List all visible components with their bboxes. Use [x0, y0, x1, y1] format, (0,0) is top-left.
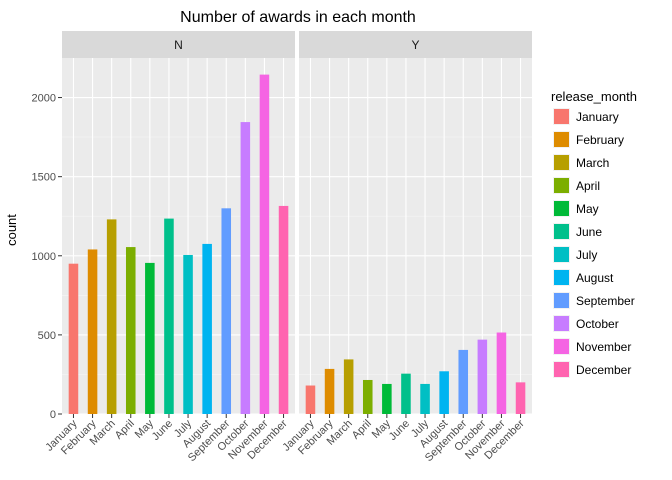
facet-strip-label: Y — [411, 38, 419, 52]
legend-swatch-september — [554, 293, 569, 308]
y-axis-title: count — [4, 214, 19, 246]
y-tick-label: 2000 — [32, 93, 56, 105]
bar-Y-january — [305, 385, 316, 414]
bar-Y-december — [515, 382, 526, 414]
facet-strip-label: N — [174, 38, 183, 52]
bar-Y-august — [439, 371, 449, 414]
bar-Y-july — [420, 383, 430, 414]
bar-N-january — [68, 263, 79, 414]
legend-swatch-june — [554, 224, 569, 239]
legend-label-february: February — [576, 133, 624, 147]
bar-N-february — [87, 249, 98, 414]
legend-label-october: October — [576, 317, 619, 331]
legend-label-july: July — [576, 248, 597, 262]
legend-title: release_month — [551, 89, 637, 104]
legend-label-june: June — [576, 225, 602, 239]
legend-swatch-december — [554, 362, 569, 377]
legend-swatch-march — [554, 155, 569, 170]
bar-Y-april — [362, 379, 373, 414]
chart-title: Number of awards in each month — [180, 9, 416, 26]
legend-label-may: May — [576, 202, 599, 216]
facet-strip — [62, 31, 295, 58]
bar-Y-october — [477, 339, 488, 414]
x-tick-label: June — [387, 418, 412, 443]
legend-swatch-november — [554, 339, 569, 354]
legend-swatch-july — [554, 247, 569, 262]
legend-swatch-october — [554, 316, 569, 331]
legend-swatch-january — [554, 109, 569, 124]
facet-strip — [299, 31, 532, 58]
bar-Y-september — [458, 349, 469, 414]
bar-N-november — [259, 74, 270, 414]
bar-N-march — [106, 219, 117, 414]
bar-N-june — [164, 218, 174, 414]
x-tick-label: April — [113, 418, 137, 442]
legend-label-september: September — [576, 294, 635, 308]
panels: NJanuaryFebruaryMarchAprilMayJuneJulyAug… — [43, 31, 532, 464]
panel-background — [299, 58, 532, 414]
y-tick-label: 1500 — [32, 172, 56, 184]
bar-N-october — [240, 122, 251, 414]
legend-swatch-august — [554, 270, 569, 285]
bar-N-july — [183, 254, 193, 414]
bar-N-december — [278, 205, 289, 414]
legend: release_month January February March April M… — [551, 89, 637, 378]
bar-Y-november — [496, 332, 507, 414]
bar-Y-june — [401, 373, 411, 414]
legend-label-november: November — [576, 340, 631, 354]
bar-Y-march — [343, 359, 354, 414]
panel-background — [62, 58, 295, 414]
bar-N-august — [202, 243, 212, 414]
legend-swatch-may — [554, 201, 569, 216]
legend-label-april: April — [576, 179, 600, 193]
legend-label-december: December — [576, 363, 631, 377]
bar-N-may — [145, 262, 155, 414]
facet-panel-N: NJanuaryFebruaryMarchAprilMayJuneJulyAug… — [43, 31, 295, 464]
facet-panel-Y: YJanuaryFebruaryMarchAprilMayJuneJulyAug… — [280, 31, 532, 464]
legend-label-january: January — [576, 110, 619, 124]
y-tick-label: 1000 — [32, 251, 56, 263]
bar-N-september — [221, 208, 232, 414]
y-axis: 0 500 1000 1500 2000 — [32, 93, 62, 421]
legend-label-march: March — [576, 156, 609, 170]
x-tick-label: June — [150, 418, 175, 443]
y-tick-label: 0 — [50, 409, 56, 421]
legend-label-august: August — [576, 271, 614, 285]
bar-N-april — [125, 247, 136, 414]
y-tick-label: 500 — [38, 330, 56, 342]
legend-swatch-april — [554, 178, 569, 193]
bar-Y-february — [324, 368, 335, 414]
x-tick-label: April — [350, 418, 374, 442]
bar-Y-may — [382, 383, 392, 414]
legend-swatch-february — [554, 132, 569, 147]
